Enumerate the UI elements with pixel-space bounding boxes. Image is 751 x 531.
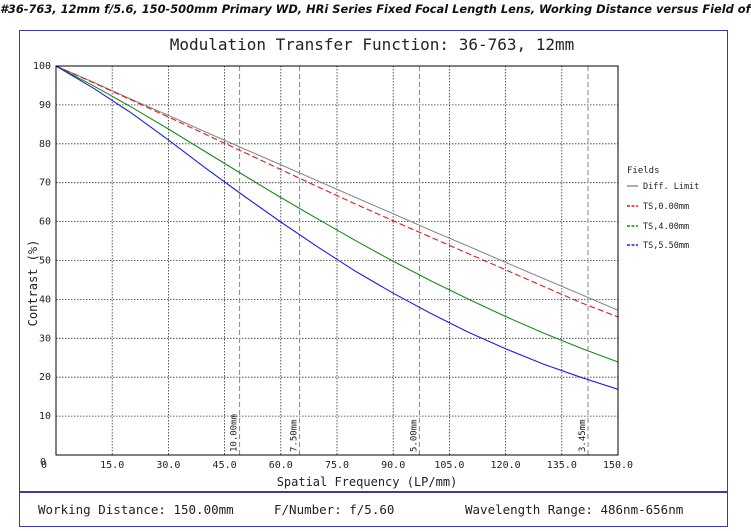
- series-line-ts-4: [55, 65, 619, 363]
- footer-info-bar: Working Distance: 150.00mm F/Number: f/5…: [19, 492, 728, 527]
- x-tick-label: 105.0: [434, 460, 464, 471]
- chart-title: Modulation Transfer Function: 36-763, 12…: [170, 35, 575, 54]
- page-heading: #36-763, 12mm f/5.6, 150-500mm Primary W…: [0, 2, 751, 16]
- x-tick-label: 15.0: [100, 460, 124, 471]
- legend-entry: TS,4.00mm: [643, 222, 689, 232]
- y-axis-label: Contrast (%): [26, 240, 40, 327]
- y-tick-label: 0: [40, 457, 46, 468]
- y-tick-label: 40: [39, 294, 51, 305]
- series-lines: [55, 65, 619, 390]
- field-marker-label: 5.00mm: [409, 419, 419, 452]
- wavelength-range-text: Wavelength Range: 486nm-656nm: [465, 502, 684, 517]
- plot-frame: [19, 30, 728, 492]
- x-axis-label: Spatial Frequency (LP/mm): [277, 475, 458, 489]
- y-tick-label: 70: [39, 178, 51, 189]
- y-tick-label: 100: [33, 61, 51, 72]
- x-tick-label: 30.0: [156, 460, 180, 471]
- field-marker-label: 10.00mm: [230, 414, 240, 452]
- field-marker-label: 3.45mm: [578, 419, 588, 452]
- y-tick-label: 10: [39, 411, 51, 422]
- legend: Fields Diff. Limit TS,0.00mm TS,4.00mm TS,5…: [627, 166, 699, 251]
- x-tick-label: 0: [41, 460, 47, 471]
- y-tick-label: 80: [39, 139, 51, 150]
- plot-area-border: [55, 65, 619, 456]
- x-tick-label: 120.0: [491, 460, 521, 471]
- legend-entry: Diff. Limit: [643, 182, 699, 192]
- field-markers: 10.00mm 7.50mm 5.00mm 3.45mm: [230, 66, 589, 455]
- y-tick-label: 50: [39, 256, 51, 267]
- x-tick-label: 135.0: [547, 460, 577, 471]
- y-tick-label: 90: [39, 100, 51, 111]
- series-line-ts-0: [55, 65, 619, 318]
- y-tick-label: 60: [39, 217, 51, 228]
- x-tick-label: 150.0: [603, 460, 633, 471]
- working-distance-text: Working Distance: 150.00mm: [38, 502, 234, 517]
- x-tick-label: 60.0: [269, 460, 293, 471]
- series-line-diff-limit: [55, 65, 619, 311]
- field-marker-label: 7.50mm: [290, 419, 300, 452]
- x-tick-label: 75.0: [325, 460, 349, 471]
- series-line-ts-5_5: [55, 65, 619, 390]
- legend-entry: TS,5.50mm: [643, 241, 689, 251]
- y-tick-label: 20: [39, 372, 51, 383]
- tick-labels: 0 15.0 30.0 45.0 60.0 75.0 90.0 105.0 120.0 135.0…: [33, 61, 633, 471]
- y-tick-label: 30: [39, 333, 51, 344]
- legend-entry: TS,0.00mm: [643, 202, 689, 212]
- legend-title: Fields: [627, 166, 660, 176]
- x-tick-label: 90.0: [381, 460, 405, 471]
- f-number-text: F/Number: f/5.60: [274, 502, 395, 517]
- grid: [56, 66, 618, 455]
- x-tick-label: 45.0: [213, 460, 237, 471]
